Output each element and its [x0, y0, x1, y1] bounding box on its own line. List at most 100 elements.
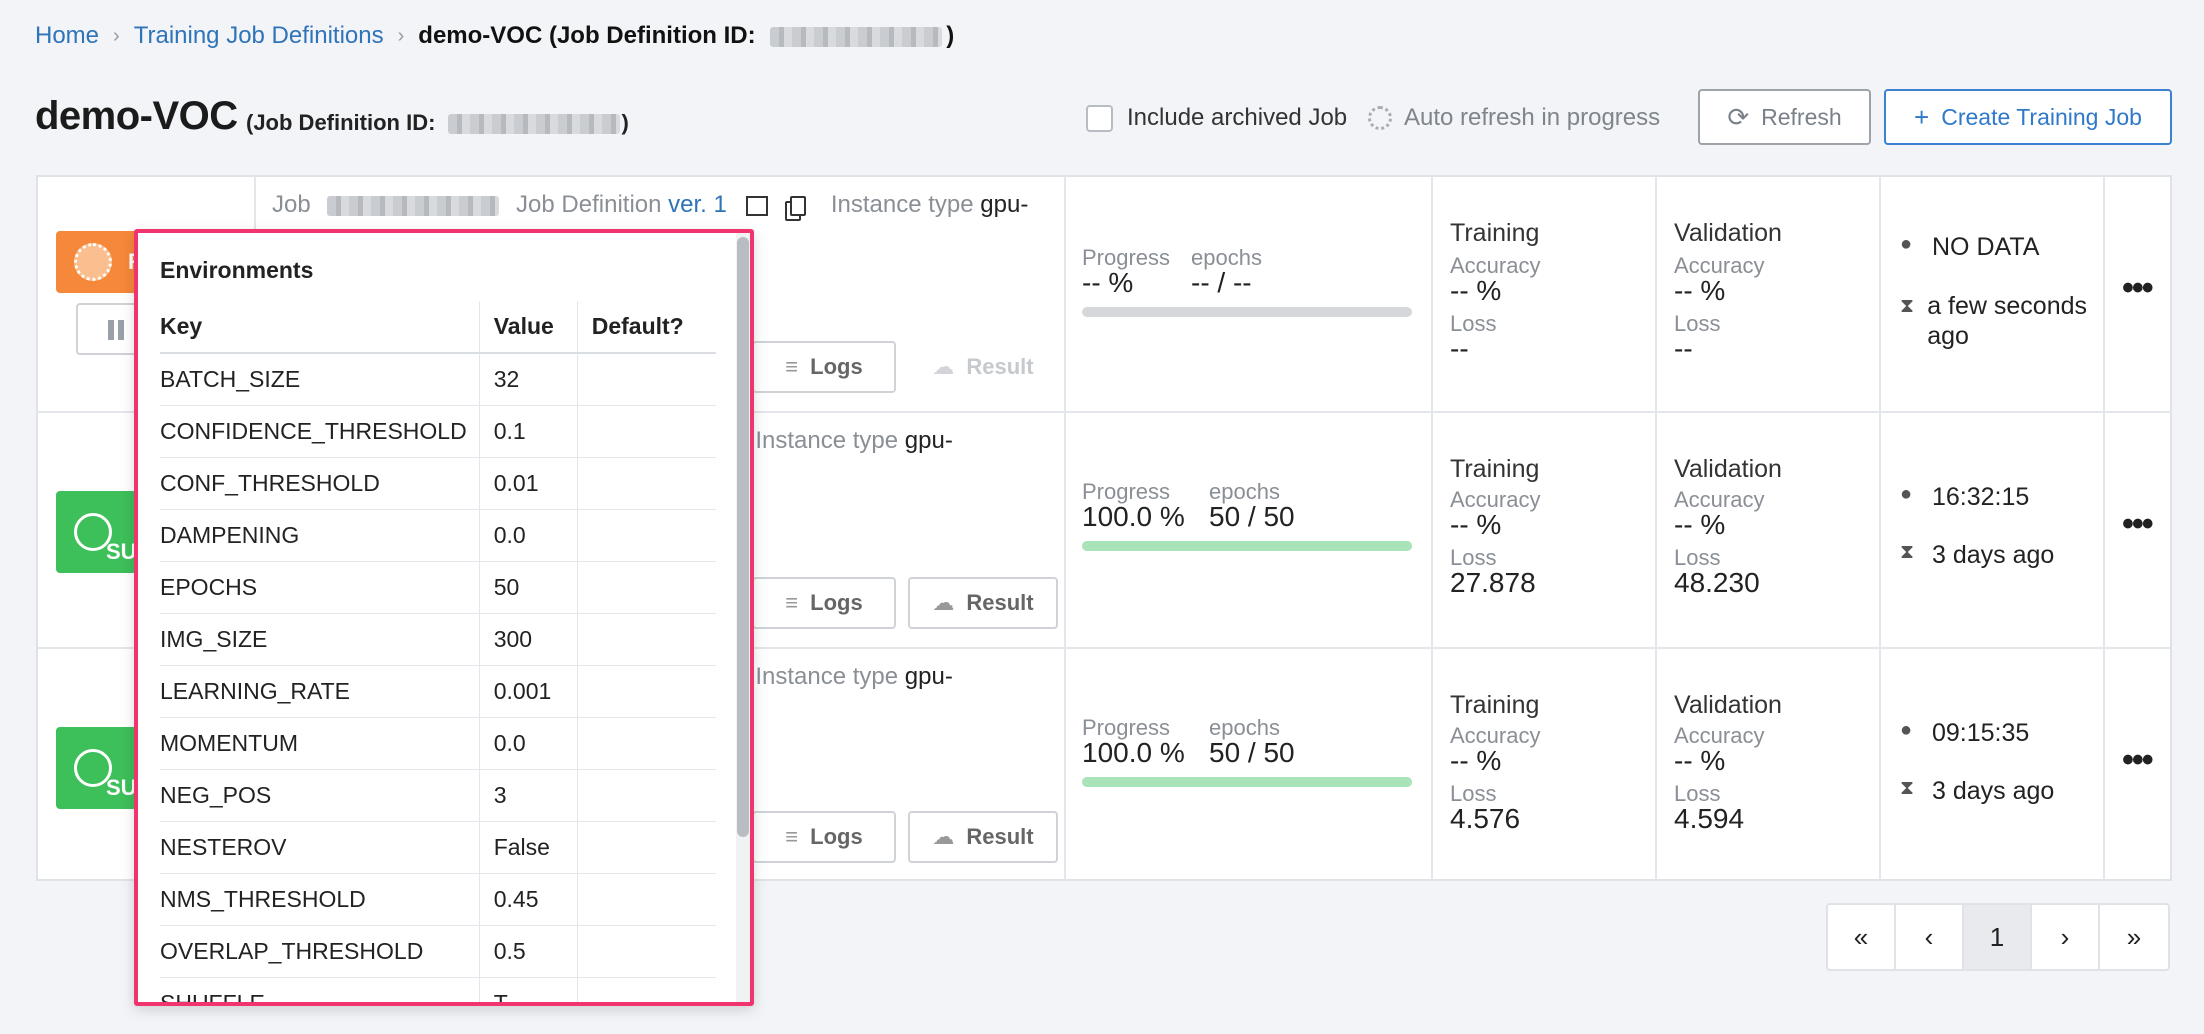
training-loss-label: Loss: [1450, 311, 1497, 336]
finish-time: ● 09:15:35: [1900, 719, 2029, 748]
environment-value: 0.0: [478, 509, 578, 562]
logs-button[interactable]: ≡ Logs: [752, 577, 896, 629]
plus-icon: +: [1914, 101, 1930, 132]
job-definition-label: Job Definition: [516, 191, 662, 218]
pagination: « ‹ 1 › »: [1826, 903, 2170, 971]
validation-accuracy-label: Accuracy: [1674, 253, 1765, 278]
training-accuracy-value: -- %: [1450, 509, 1502, 540]
first-page-button[interactable]: «: [1828, 905, 1896, 969]
environment-row: NESTEROV False: [160, 821, 716, 874]
training-title: Training: [1450, 691, 1540, 719]
result-button-label: Result: [966, 590, 1034, 615]
instance-type-label: Instance type: [755, 427, 899, 454]
clock-icon: ●: [1900, 719, 1913, 741]
environment-key: IMG_SIZE: [160, 613, 480, 666]
environment-row: EPOCHS 50: [160, 561, 716, 614]
validation-loss-label: Loss: [1674, 781, 1721, 806]
progress-bar: [1082, 307, 1412, 317]
elapsed-time-value: a few seconds ago: [1927, 292, 2088, 350]
next-page-button[interactable]: ›: [2032, 905, 2100, 969]
finish-time-value: 09:15:35: [1932, 719, 2030, 747]
elapsed-time: ⧗ a few seconds ago: [1900, 291, 2090, 351]
training-loss-value: 4.576: [1450, 803, 1521, 834]
column-divider: [1879, 177, 1881, 879]
breadcrumb-home-link[interactable]: Home: [35, 22, 100, 49]
environment-row: SHUFFLE T: [160, 977, 716, 1002]
validation-accuracy-value: -- %: [1674, 745, 1726, 776]
progress-label: Progress: [1082, 715, 1171, 740]
environment-row: LEARNING_RATE 0.001: [160, 665, 716, 718]
page-1-button[interactable]: 1: [1964, 905, 2032, 969]
instance-type-value: gpu-: [980, 191, 1029, 218]
status-text: SU: [106, 775, 137, 800]
validation-title: Validation: [1674, 455, 1782, 483]
table-row: SU Instance type gpu- ≡ Logs ☁ Result Pr…: [38, 649, 2170, 885]
popover-scrollbar-thumb[interactable]: [737, 237, 749, 837]
column-divider: [1655, 177, 1657, 879]
environment-default: [576, 457, 716, 510]
environment-row: NEG_POS 3: [160, 769, 716, 822]
last-page-button[interactable]: »: [2126, 921, 2142, 952]
validation-accuracy-label: Accuracy: [1674, 487, 1765, 512]
include-archived-label: Include archived Job: [1127, 104, 1348, 131]
logs-button-label: Logs: [810, 824, 863, 849]
redacted-id: [447, 114, 620, 135]
environment-row: MOMENTUM 0.0: [160, 717, 716, 770]
environment-default: [576, 405, 716, 458]
job-label: Job: [272, 191, 311, 218]
instance-type-value: gpu-: [904, 427, 953, 454]
logs-button[interactable]: ≡ Logs: [752, 811, 896, 863]
result-button[interactable]: ☁ Result: [908, 577, 1058, 629]
breadcrumb-separator-icon: ›: [397, 24, 405, 47]
training-accuracy-value: -- %: [1450, 745, 1502, 776]
result-button[interactable]: ☁ Result: [908, 341, 1058, 393]
environment-row: BATCH_SIZE 32: [160, 353, 716, 406]
environment-key: NEG_POS: [160, 769, 480, 822]
finish-time-value: 16:32:15: [1932, 483, 2030, 511]
copy-icon[interactable]: [790, 195, 807, 216]
environment-value: 0.001: [478, 665, 578, 718]
include-archived-toggle[interactable]: Include archived Job: [1086, 104, 1347, 132]
cloud-download-icon: ☁: [932, 590, 955, 615]
popover-scrollbar[interactable]: [736, 233, 750, 1002]
more-icon[interactable]: •••: [2122, 741, 2154, 779]
validation-accuracy-label: Accuracy: [1674, 723, 1765, 748]
result-button[interactable]: ☁ Result: [908, 811, 1058, 863]
environment-default: [576, 509, 716, 562]
environment-default: [576, 925, 716, 978]
logs-icon: ≡: [785, 824, 799, 849]
pause-icon: [108, 320, 124, 340]
breadcrumb-definitions-link[interactable]: Training Job Definitions: [133, 22, 384, 49]
logs-icon: ≡: [785, 590, 799, 615]
environment-key: DAMPENING: [160, 509, 480, 562]
refresh-button[interactable]: ⟳ Refresh: [1698, 89, 1871, 145]
validation-loss-label: Loss: [1674, 545, 1721, 570]
page-subtitle-suffix: ): [621, 110, 629, 135]
progress-value: -- %: [1082, 267, 1134, 298]
environment-default: [576, 613, 716, 666]
environment-default: [576, 717, 716, 770]
version-link[interactable]: ver. 1: [668, 191, 727, 218]
key-column-header: Key: [160, 301, 480, 354]
environment-default: [576, 873, 716, 926]
elapsed-time: ⧗ 3 days ago: [1900, 541, 2054, 570]
progress-bar: [1082, 777, 1412, 787]
logs-button[interactable]: ≡ Logs: [752, 341, 896, 393]
more-icon[interactable]: •••: [2122, 505, 2154, 543]
create-training-job-button[interactable]: + Create Training Job: [1884, 89, 2172, 145]
environment-value: 3: [478, 769, 578, 822]
table-icon[interactable]: [745, 195, 768, 216]
environment-row: DAMPENING 0.0: [160, 509, 716, 562]
redacted-job-id: [327, 195, 500, 216]
include-archived-checkbox[interactable]: [1086, 104, 1113, 132]
refresh-button-label: Refresh: [1761, 103, 1842, 130]
validation-loss-value: 4.594: [1674, 803, 1745, 834]
training-title: Training: [1450, 219, 1540, 247]
environment-default: [576, 821, 716, 874]
environment-value: False: [478, 821, 578, 874]
breadcrumb-current-prefix: demo-VOC (Job Definition ID:: [418, 22, 756, 49]
previous-page-button[interactable]: ‹: [1896, 905, 1964, 969]
environment-value: 0.01: [478, 457, 578, 510]
more-icon[interactable]: •••: [2122, 269, 2154, 307]
result-button-label: Result: [966, 824, 1034, 849]
